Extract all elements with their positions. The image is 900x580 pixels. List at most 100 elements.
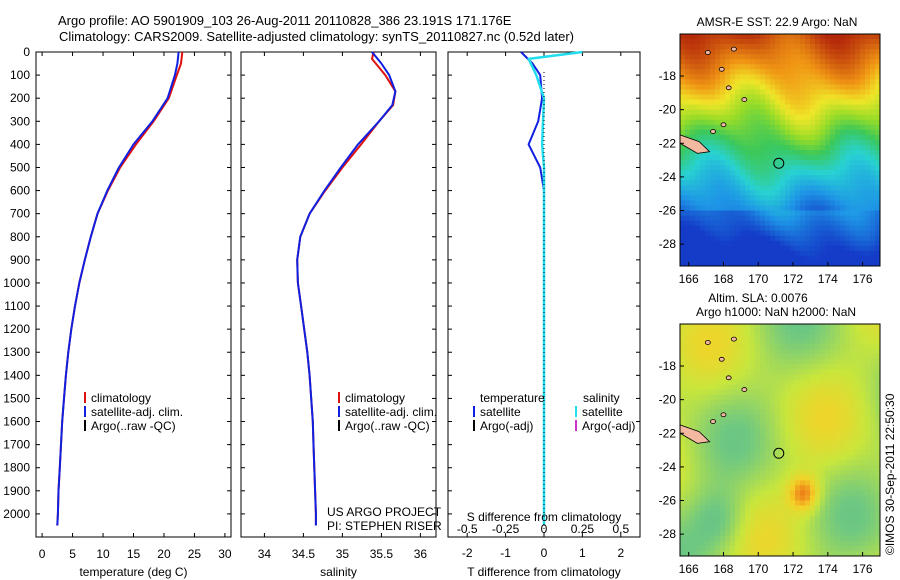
x-tick-label: 166	[679, 272, 699, 286]
x-tick-label: 174	[818, 562, 838, 576]
legend-entry: Argo(-adj)	[582, 419, 635, 433]
y-tick-label: 300	[10, 114, 30, 128]
legend-header: salinity	[583, 391, 620, 405]
legend-entry: Argo(..raw -QC)	[345, 419, 430, 433]
series-line-satellite-adj-clim-	[296, 51, 397, 526]
legend-entry: Argo(-adj)	[480, 419, 533, 433]
x2-tick-label: 0.5	[612, 522, 629, 536]
argo-location-marker	[773, 447, 785, 459]
x-tick-label: 5	[69, 547, 76, 561]
salinity-profile-panel: 34 34.5 35 35.5 36 salinity	[240, 51, 437, 579]
legend-entry: satellite-adj. clim.	[91, 405, 183, 419]
project-pi: PI: STEPHEN RISER	[327, 519, 442, 533]
x-axis-label: temperature (deg C)	[79, 565, 187, 579]
island	[718, 66, 725, 72]
plot-frame	[35, 51, 232, 538]
y-tick-label: 1900	[3, 484, 30, 498]
y-tick-label: -24	[659, 460, 677, 474]
x2-axis-label: S difference from climatology	[467, 510, 622, 524]
y-tick-label: 200	[10, 91, 30, 105]
legend-entry: satellite	[582, 405, 623, 419]
y-tick-label: 1500	[3, 391, 30, 405]
y-tick-label: -24	[659, 170, 677, 184]
x-axis-label: T difference from climatology	[467, 565, 621, 579]
y-tick-label: 1400	[3, 368, 30, 382]
y-tick-label: 900	[10, 253, 30, 267]
sla-map-title: Altim. SLA: 0.0076	[708, 291, 808, 305]
y-tick-label: -28	[659, 527, 677, 541]
x-tick-label: 168	[713, 562, 733, 576]
x-tick-label: 0	[541, 546, 548, 560]
x-tick-label: 20	[157, 547, 171, 561]
x-tick-label: 36	[414, 547, 428, 561]
x-tick-label: 34.5	[292, 547, 316, 561]
x-tick-label: 15	[127, 547, 141, 561]
island	[720, 412, 727, 418]
sst-map: 166 168 170 172 174 176 -18 -20 -22 -24 -26 -28	[659, 33, 881, 286]
y-tick-label: 500	[10, 160, 30, 174]
x-tick-label: 170	[748, 562, 768, 576]
x-tick-label: 166	[679, 562, 699, 576]
difference-profile-panel: -2 -1 0 1 2 T difference from climatology	[447, 50, 641, 579]
y-tick-label: -22	[659, 426, 677, 440]
x-tick-label: 35.5	[370, 547, 394, 561]
x-tick-label: 0	[39, 547, 46, 561]
x-axis-label: salinity	[320, 565, 357, 579]
plot-frame	[240, 51, 437, 538]
y-tick-label: 1300	[3, 345, 30, 359]
island	[720, 122, 727, 128]
x-tick-label: 34	[258, 547, 272, 561]
y-tick-label: 1600	[3, 415, 30, 429]
argo-location-marker	[773, 157, 785, 169]
island	[731, 46, 737, 52]
y-tick-label: 0	[23, 45, 30, 59]
island	[725, 85, 732, 91]
island	[741, 97, 748, 102]
legend-entry: satellite	[480, 405, 521, 419]
y-tick-label: -20	[659, 393, 677, 407]
y-tick-label: -26	[659, 494, 677, 508]
y-tick-label: 1800	[3, 461, 30, 475]
map-frame	[679, 33, 881, 267]
y-tick-label: 100	[10, 68, 30, 82]
x-tick-label: 10	[96, 547, 110, 561]
header-line-1: Argo profile: AO 5901909_103 26-Aug-2011…	[58, 13, 512, 28]
y-tick-label: 1000	[3, 276, 30, 290]
y-tick-label: -28	[659, 237, 677, 251]
y-tick-label: -18	[659, 69, 677, 83]
project-name: US ARGO PROJECT	[327, 505, 442, 519]
x2-tick-label: -0.5	[457, 522, 478, 536]
island	[731, 336, 737, 342]
x-tick-label: -2	[462, 546, 473, 560]
x-tick-label: 168	[713, 272, 733, 286]
map-frame	[679, 323, 881, 557]
temperature-profile-panel: 0 5 10 15 20 25 300100200300400500600700800900…	[3, 45, 232, 579]
x-tick-label: 1	[579, 546, 586, 560]
y-tick-label: 1100	[4, 299, 30, 313]
x-tick-label: 172	[783, 272, 803, 286]
y-tick-label: -20	[659, 103, 677, 117]
y-tick-label: 1700	[3, 438, 30, 452]
x-tick-label: -1	[500, 546, 511, 560]
island	[704, 340, 711, 345]
header-line-2: Climatology: CARS2009. Satellite-adjuste…	[59, 29, 574, 44]
x-tick-label: 174	[818, 272, 838, 286]
island	[710, 129, 716, 134]
y-tick-label: -26	[659, 204, 677, 218]
x-tick-label: 2	[617, 546, 624, 560]
x-tick-label: 170	[748, 272, 768, 286]
legend-entry: climatology	[345, 391, 405, 405]
legend-entry: Argo(..raw -QC)	[91, 419, 176, 433]
x-tick-label: 35	[336, 547, 350, 561]
series-line-salinity-satellite	[527, 50, 583, 526]
island	[725, 375, 732, 381]
x-tick-label: 25	[188, 547, 202, 561]
legend-entry: climatology	[91, 391, 151, 405]
x-tick-label: 176	[853, 272, 873, 286]
x-tick-label: 30	[218, 547, 232, 561]
y-tick-label: 1200	[3, 322, 30, 336]
series-line-satellite-adj-clim-	[56, 51, 180, 526]
x2-tick-label: -0.25	[492, 522, 520, 536]
timestamp: ©IMOS 30-Sep-2011 22:50:30	[883, 393, 897, 555]
y-tick-label: 600	[10, 184, 30, 198]
